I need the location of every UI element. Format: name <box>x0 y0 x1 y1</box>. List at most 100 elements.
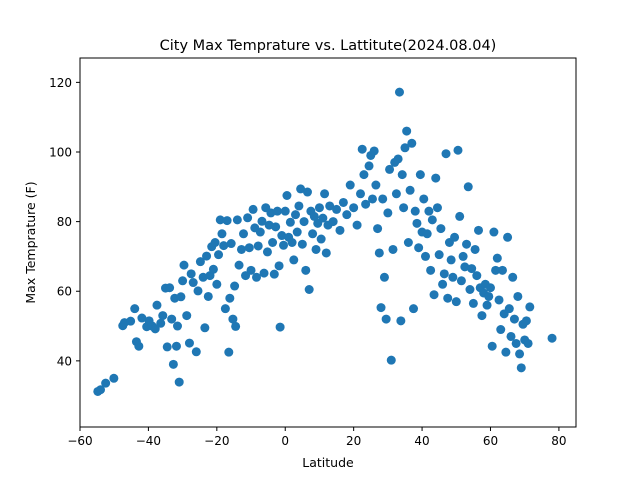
data-point <box>494 295 504 305</box>
data-point <box>214 250 224 260</box>
data-point <box>268 238 278 247</box>
data-point <box>357 144 367 154</box>
data-point <box>299 217 309 227</box>
data-point <box>367 194 377 204</box>
data-point <box>470 244 480 254</box>
data-point <box>434 250 444 260</box>
data-point <box>316 234 326 244</box>
data-point <box>228 314 238 324</box>
data-point <box>232 215 242 225</box>
data-point <box>236 244 246 254</box>
data-point <box>130 304 140 314</box>
data-point <box>280 206 290 216</box>
data-point <box>436 224 446 234</box>
data-point <box>376 303 386 313</box>
data-point <box>253 241 263 251</box>
data-point <box>465 285 475 294</box>
data-point <box>456 276 466 286</box>
data-point <box>172 321 182 331</box>
data-point <box>453 145 463 155</box>
data-point <box>167 314 177 324</box>
data-point <box>198 272 208 282</box>
data-point <box>246 265 256 275</box>
data-point <box>271 222 281 232</box>
data-point <box>220 304 230 314</box>
data-point <box>212 279 222 289</box>
data-point <box>109 373 119 383</box>
data-point <box>521 316 531 326</box>
data-point <box>511 338 521 348</box>
data-point <box>501 347 511 357</box>
data-point <box>215 215 225 225</box>
plot-frame <box>79 57 577 428</box>
data-point <box>203 291 213 301</box>
data-point <box>297 239 307 249</box>
data-point <box>269 269 279 279</box>
data-point <box>174 377 184 387</box>
x-axis-label: Latitude <box>302 455 354 470</box>
data-point <box>275 322 285 332</box>
data-point <box>356 189 365 199</box>
data-point <box>259 268 269 278</box>
data-point <box>349 203 359 213</box>
data-point <box>158 311 168 321</box>
data-point <box>314 203 324 213</box>
data-point <box>393 154 403 164</box>
data-point <box>168 359 178 369</box>
data-point <box>429 290 439 300</box>
data-point <box>385 164 395 174</box>
data-point <box>371 180 381 190</box>
x-tick-label: 80 <box>551 434 566 448</box>
x-axis-ticks: −60 −40 −20 0 20 40 60 80 <box>67 427 567 448</box>
data-point <box>200 323 210 333</box>
data-point <box>361 199 371 209</box>
data-point <box>208 264 218 274</box>
data-point <box>388 244 398 254</box>
data-point <box>407 138 417 148</box>
data-point <box>359 170 369 180</box>
data-point <box>463 182 473 192</box>
data-point <box>373 224 383 234</box>
data-point <box>458 251 468 261</box>
data-point <box>352 220 362 230</box>
data-point <box>492 253 502 263</box>
data-point <box>195 257 205 267</box>
data-point <box>282 191 292 200</box>
data-point <box>383 208 393 218</box>
data-point <box>321 248 331 258</box>
data-point <box>325 201 335 211</box>
data-point <box>150 324 160 334</box>
y-tick-label: 100 <box>49 145 72 159</box>
data-point <box>262 247 272 257</box>
data-point <box>301 265 311 275</box>
data-point <box>381 314 391 324</box>
data-point <box>243 213 253 223</box>
data-point <box>455 211 465 221</box>
data-point <box>332 204 342 214</box>
data-point <box>171 341 181 351</box>
data-point <box>497 265 507 275</box>
data-point <box>244 243 254 253</box>
data-point <box>318 213 328 223</box>
data-point <box>292 227 302 237</box>
data-point <box>304 285 314 294</box>
data-point <box>255 227 265 237</box>
data-point <box>231 321 241 331</box>
data-point <box>506 331 516 341</box>
data-point <box>252 272 262 282</box>
data-point <box>415 170 425 180</box>
data-point <box>410 206 420 216</box>
x-tick-label: 0 <box>281 434 289 448</box>
data-point <box>152 300 162 310</box>
data-point <box>468 298 478 308</box>
data-point <box>234 260 244 270</box>
points-layer <box>93 87 557 396</box>
data-point <box>222 216 232 226</box>
data-point <box>422 229 432 239</box>
data-point <box>285 217 295 227</box>
data-point <box>427 215 437 225</box>
data-point <box>230 281 240 291</box>
data-point <box>184 338 194 348</box>
data-point <box>414 243 424 253</box>
data-point <box>162 342 172 352</box>
